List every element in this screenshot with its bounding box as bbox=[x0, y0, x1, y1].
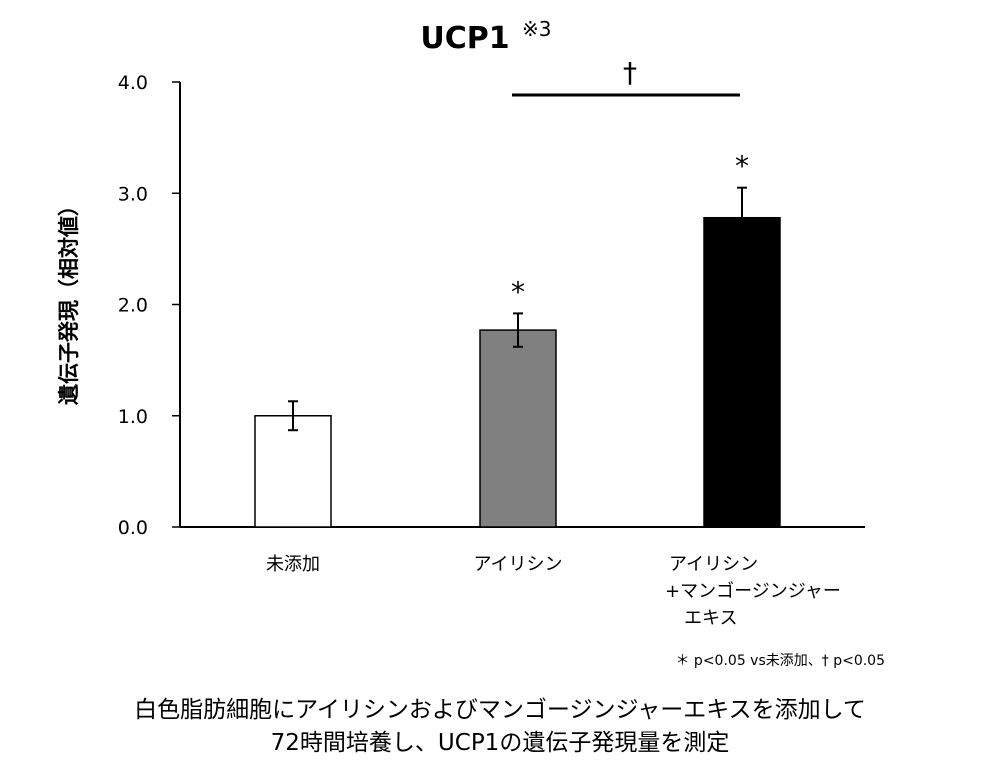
bar bbox=[703, 216, 781, 528]
y-tick-label: 4.0 bbox=[118, 72, 148, 94]
y-tick-label: 1.0 bbox=[118, 406, 148, 428]
category-label: アイリシン bbox=[669, 554, 758, 575]
y-tick-label: 3.0 bbox=[118, 183, 148, 205]
significance-asterisk: * bbox=[511, 275, 525, 308]
y-tick-label: 2.0 bbox=[118, 295, 148, 317]
footnote: ＊ p<0.05 vs未添加、† p<0.05 bbox=[675, 653, 885, 669]
chart-title: UCP1 bbox=[420, 21, 509, 56]
category-label: +マンゴージンジャー bbox=[665, 581, 841, 602]
caption: 白色脂肪細胞にアイリシンおよびマンゴージンジャーエキスを添加して 72時間培養し… bbox=[0, 694, 1000, 760]
category-label: アイリシン bbox=[473, 554, 562, 575]
category-label: 未添加 bbox=[266, 554, 320, 575]
significance-dagger: † bbox=[623, 56, 637, 89]
caption-line-2: 72時間培養し、UCP1の遺伝子発現量を測定 bbox=[270, 730, 730, 756]
bar bbox=[254, 415, 332, 528]
y-tick-label: 0.0 bbox=[118, 517, 148, 539]
bar bbox=[479, 329, 557, 528]
category-label: エキス bbox=[684, 608, 737, 629]
y-axis-label: 遺伝子発現（相対値） bbox=[57, 195, 81, 405]
significance-asterisk: * bbox=[735, 150, 749, 183]
chart-title-note: ※3 bbox=[522, 17, 551, 41]
caption-line-1: 白色脂肪細胞にアイリシンおよびマンゴージンジャーエキスを添加して bbox=[134, 697, 866, 723]
